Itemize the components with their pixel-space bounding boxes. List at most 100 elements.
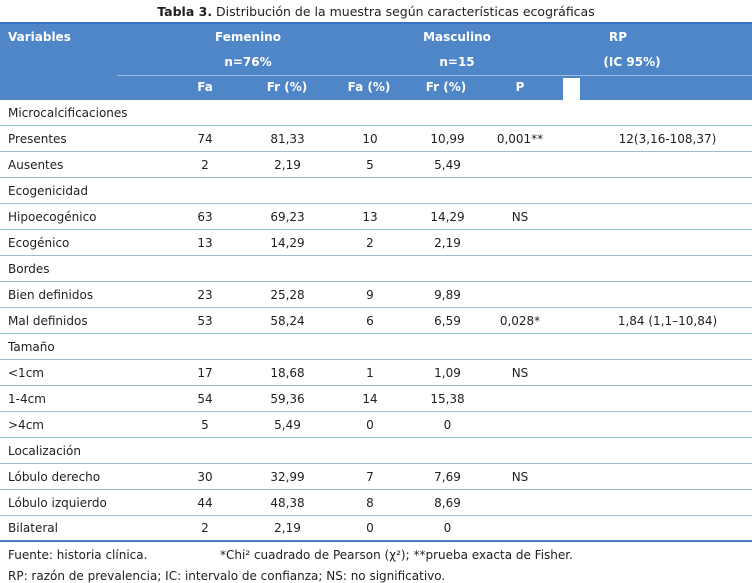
table-row: Bien definidos 23 25,28 9 9,89 xyxy=(0,282,752,308)
header-divider-line xyxy=(117,74,752,76)
cell-fa2: 13 xyxy=(362,209,378,224)
table-row: Ausentes 2 2,19 5 5,49 xyxy=(0,152,752,178)
cell-fa2: 1 xyxy=(366,365,374,380)
cell-fa: 44 xyxy=(197,495,213,510)
table-row: <1cm 17 18,68 1 1,09 NS xyxy=(0,360,752,386)
table-row: Bilateral 2 2,19 0 0 xyxy=(0,516,752,542)
cell-fa: 53 xyxy=(197,313,213,328)
cell-fr2: 9,89 xyxy=(434,287,461,302)
cell-label: Ausentes xyxy=(8,157,64,172)
cell-label: Lóbulo izquierdo xyxy=(8,495,107,510)
cell-p: NS xyxy=(511,365,529,380)
cell-label: Lóbulo derecho xyxy=(8,469,101,484)
cell-fa: 54 xyxy=(197,391,213,406)
header-row-n: n=76% n=15 (IC 95%) xyxy=(0,49,752,74)
cell-fa: 30 xyxy=(197,469,213,484)
table-row: Lóbulo derecho 30 32,99 7 7,69 NS xyxy=(0,464,752,490)
cell-label: Tamaño xyxy=(8,339,55,354)
header-col-fa2: Fa (%) xyxy=(347,80,391,95)
cell-fr2: 15,38 xyxy=(430,391,465,406)
cell-label: <1cm xyxy=(8,365,44,380)
cell-label: Ecogenicidad xyxy=(8,183,88,198)
header-group-femenino: Femenino xyxy=(215,29,281,44)
footer-source: Fuente: historia clínica. xyxy=(8,548,148,562)
cell-fa: 2 xyxy=(201,157,209,172)
table-body: Microcalcificaciones Presentes 74 81,33 10 10… xyxy=(0,100,752,542)
cell-rp: 12(3,16-108,37) xyxy=(618,131,717,146)
cell-fr2: 0 xyxy=(443,417,452,432)
cell-fr1: 48,38 xyxy=(270,495,305,510)
cell-label: Localización xyxy=(8,443,81,458)
cell-fr2: 1,09 xyxy=(434,365,461,380)
cell-fa2: 6 xyxy=(366,313,374,328)
header-col-fr1: Fr (%) xyxy=(266,80,308,95)
cell-fr1: 32,99 xyxy=(270,469,305,484)
cell-fr1: 14,29 xyxy=(270,235,305,250)
footer-line-source: Fuente: historia clínica. *Chi² cuadrado… xyxy=(8,548,744,569)
cell-p: 0,028* xyxy=(499,313,541,328)
table-title-text: Distribución de la muestra según caracte… xyxy=(212,3,595,19)
table-row: Ecogénico 13 14,29 2 2,19 xyxy=(0,230,752,256)
cell-fr1: 69,23 xyxy=(270,209,305,224)
table-title-number: Tabla 3. xyxy=(157,3,213,19)
cell-label: Mal definidos xyxy=(8,313,88,328)
cell-fr2: 2,19 xyxy=(434,235,461,250)
cell-fr2: 8,69 xyxy=(434,495,461,510)
section-row: Tamaño xyxy=(0,334,752,360)
table-title: Tabla 3. Distribución de la muestra segú… xyxy=(0,0,752,22)
header-group-masculino: Masculino xyxy=(423,29,491,44)
cell-fa: 5 xyxy=(201,417,209,432)
cell-p: NS xyxy=(511,209,529,224)
cell-label: Bordes xyxy=(8,261,50,276)
cell-p: NS xyxy=(511,469,529,484)
table-row: Presentes 74 81,33 10 10,99 0,001** 12(3,16-10… xyxy=(0,126,752,152)
cell-fa2: 5 xyxy=(366,157,374,172)
cell-fa2: 14 xyxy=(362,391,378,406)
cell-fr2: 7,69 xyxy=(434,469,461,484)
cell-fa2: 10 xyxy=(362,131,378,146)
footer-abbreviations: RP: razón de prevalencia; IC: intervalo … xyxy=(8,569,446,583)
header-n-femenino: n=76% xyxy=(224,54,272,69)
header-col-fr2: Fr (%) xyxy=(425,80,467,95)
cell-fa: 74 xyxy=(197,131,213,146)
section-row: Bordes xyxy=(0,256,752,282)
cell-label: Presentes xyxy=(8,131,67,146)
cell-fr1: 58,24 xyxy=(270,313,305,328)
header-row-cols: Fa Fr (%) Fa (%) Fr (%) P xyxy=(0,74,752,100)
table-row: Hipoecogénico 63 69,23 13 14,29 NS xyxy=(0,204,752,230)
cell-fr1: 2,19 xyxy=(274,157,301,172)
section-row: Localización xyxy=(0,438,752,464)
table-row: >4cm 5 5,49 0 0 xyxy=(0,412,752,438)
cell-fr2: 14,29 xyxy=(430,209,465,224)
table-row: Mal definidos 53 58,24 6 6,59 0,028* 1,84 (1,1… xyxy=(0,308,752,334)
cell-fa2: 8 xyxy=(366,495,374,510)
cell-label: Bien definidos xyxy=(8,287,94,302)
header-ic95: (IC 95%) xyxy=(603,54,661,69)
header-col-fa: Fa xyxy=(197,80,213,95)
section-row: Ecogenicidad xyxy=(0,178,752,204)
cell-label: Microcalcificaciones xyxy=(8,105,128,120)
table-row: Lóbulo izquierdo 44 48,38 8 8,69 xyxy=(0,490,752,516)
cell-fr1: 18,68 xyxy=(270,365,305,380)
cell-fr1: 59,36 xyxy=(270,391,305,406)
cell-fa: 2 xyxy=(201,521,209,535)
cell-p: 0,001** xyxy=(496,131,544,146)
cell-fa: 13 xyxy=(197,235,213,250)
cell-fa2: 7 xyxy=(366,469,374,484)
cell-label: Ecogénico xyxy=(8,235,70,250)
cell-fr2: 0 xyxy=(443,521,452,535)
cell-fr1: 5,49 xyxy=(274,417,301,432)
cell-fa: 23 xyxy=(197,287,213,302)
cell-fr1: 2,19 xyxy=(274,521,301,535)
white-cell-artifact xyxy=(563,77,580,100)
cell-fa: 17 xyxy=(197,365,213,380)
cell-fr2: 10,99 xyxy=(430,131,465,146)
cell-fr2: 5,49 xyxy=(434,157,461,172)
table-row: 1-4cm 54 59,36 14 15,38 xyxy=(0,386,752,412)
cell-label: 1-4cm xyxy=(8,391,46,406)
cell-fa2: 9 xyxy=(366,287,374,302)
table-footer: Fuente: historia clínica. *Chi² cuadrado… xyxy=(0,542,752,583)
cell-fa2: 0 xyxy=(366,417,374,432)
footer-tests: *Chi² cuadrado de Pearson (χ²); **prueba… xyxy=(220,548,573,562)
